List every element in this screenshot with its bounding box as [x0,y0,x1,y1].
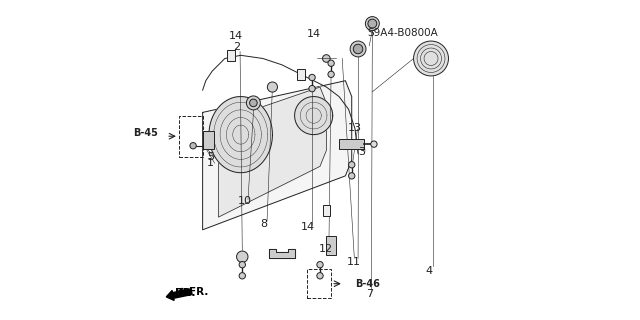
Circle shape [268,82,278,92]
Bar [323,205,330,216]
Text: 13: 13 [348,123,362,133]
Circle shape [353,44,363,54]
Circle shape [349,173,355,179]
Text: 12: 12 [319,244,333,254]
Polygon shape [294,97,333,135]
Circle shape [413,41,449,76]
Circle shape [349,162,355,168]
Circle shape [246,96,260,110]
Bar [339,140,364,149]
Bar [227,50,235,61]
Circle shape [250,99,257,107]
Polygon shape [203,81,352,230]
Circle shape [368,19,377,28]
Circle shape [309,74,316,81]
Text: 4: 4 [426,266,433,276]
Circle shape [328,71,334,77]
Text: S9A4-B0800A: S9A4-B0800A [367,28,438,38]
Text: 14: 14 [307,29,321,39]
Text: 7: 7 [365,289,372,299]
Circle shape [239,261,246,268]
Bar [326,236,336,255]
Text: 8: 8 [260,219,267,229]
FancyArrow shape [166,289,192,300]
Circle shape [328,60,334,67]
Text: 14: 14 [301,222,315,232]
Text: 11: 11 [348,257,361,267]
Circle shape [190,142,196,149]
Circle shape [237,251,248,262]
Text: 14: 14 [229,31,243,41]
Text: 3: 3 [358,147,365,157]
Bar [297,69,305,80]
Circle shape [371,141,377,147]
Text: 2: 2 [233,42,240,52]
Circle shape [317,261,323,268]
Circle shape [309,85,316,92]
Text: 10: 10 [238,196,252,206]
Circle shape [317,273,323,279]
Circle shape [323,55,330,62]
Text: B-45: B-45 [133,128,158,138]
Circle shape [239,273,246,279]
Polygon shape [218,87,326,217]
Text: 5: 5 [207,152,214,162]
Polygon shape [209,97,273,173]
Circle shape [350,41,366,57]
Circle shape [365,17,380,31]
Text: B-46: B-46 [355,279,380,289]
Polygon shape [269,249,294,258]
Bar [203,132,214,149]
Text: FR.: FR. [189,287,209,297]
Text: 1: 1 [207,158,214,168]
Text: FR.: FR. [175,288,195,299]
